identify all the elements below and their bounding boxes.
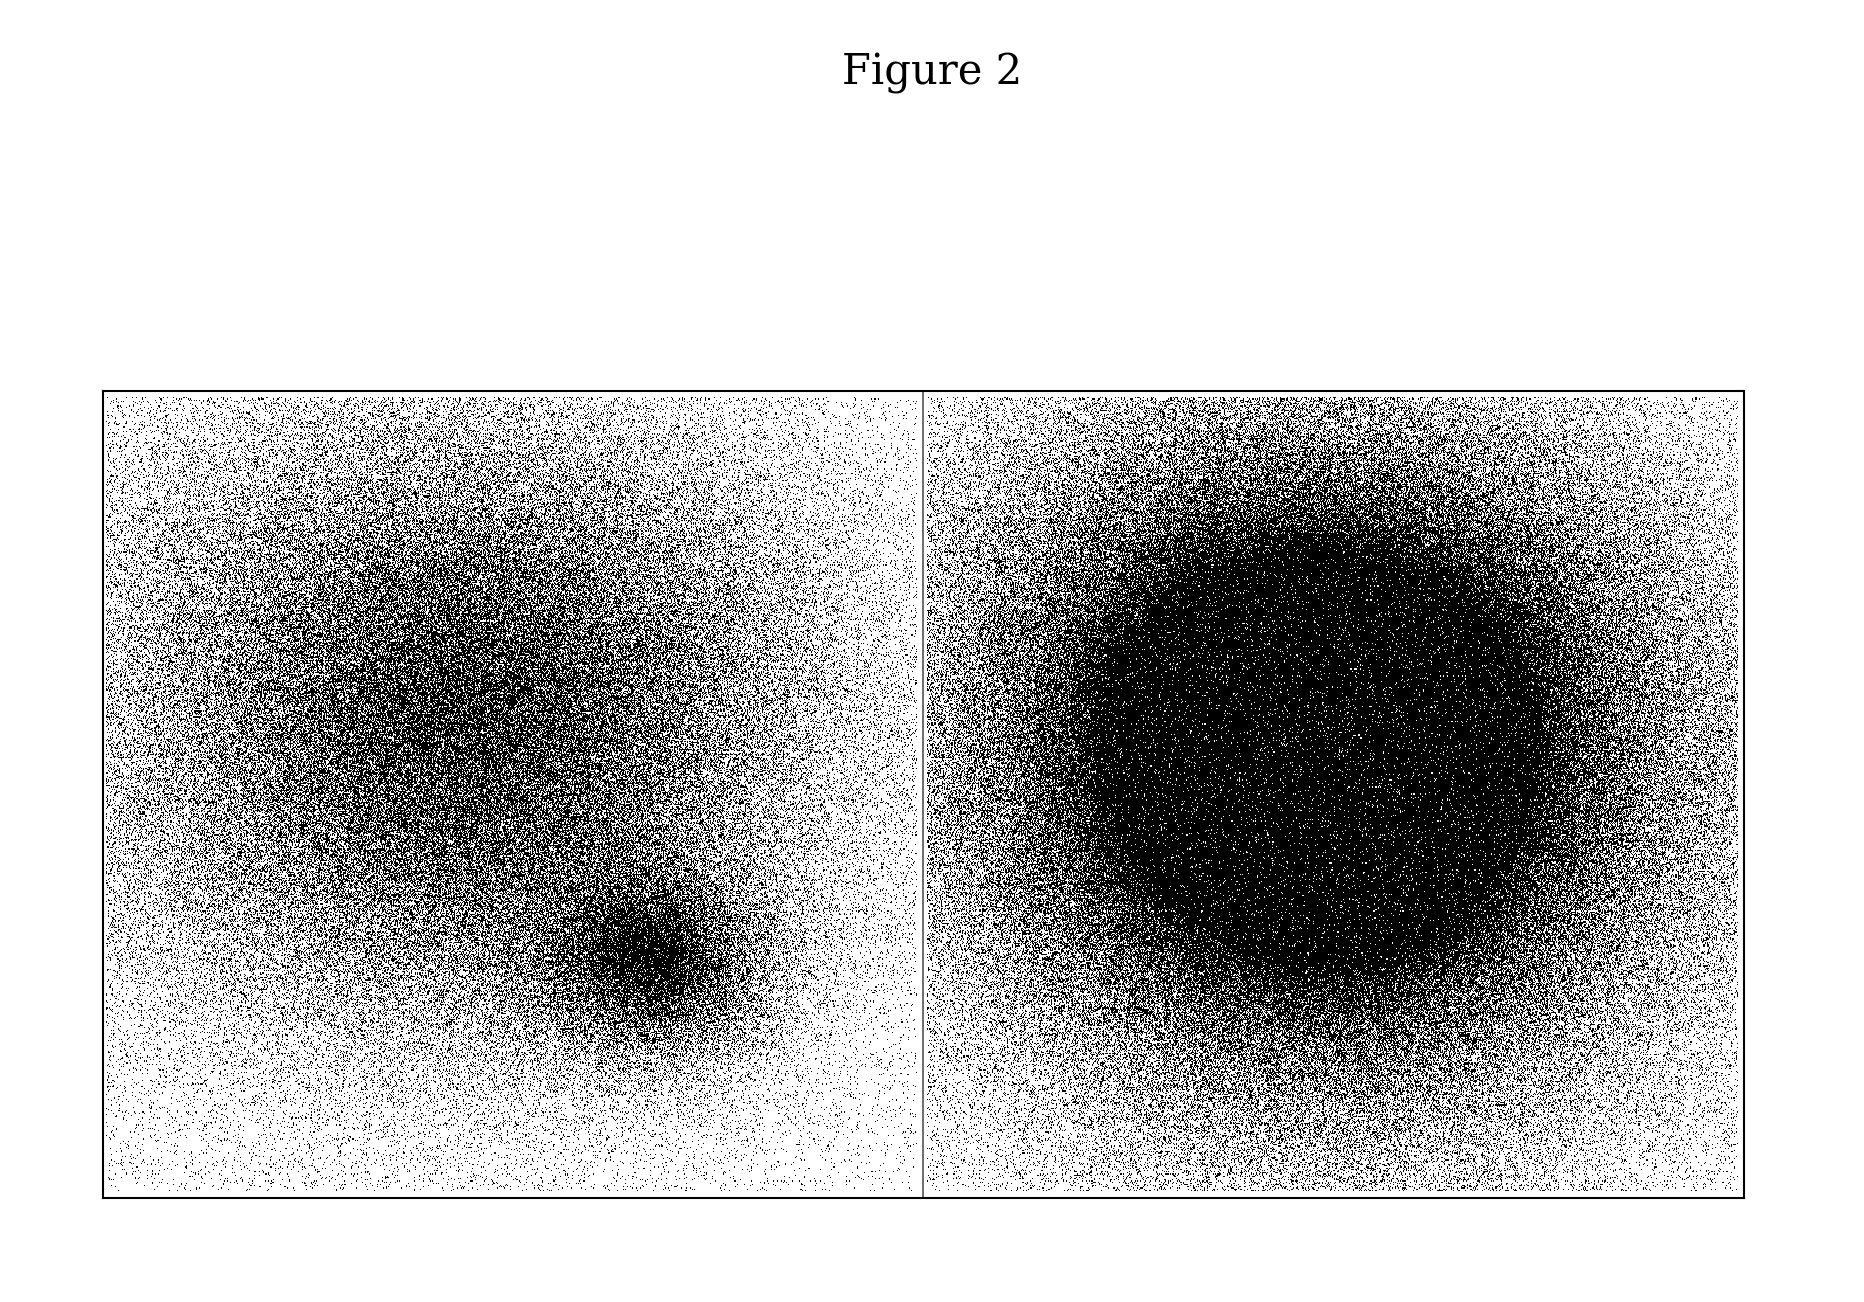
Text: 2A): 2A) — [144, 1143, 183, 1165]
Text: Figure 2: Figure 2 — [843, 52, 1021, 94]
Text: 2B) = 4 x 2A): 2B) = 4 x 2A) — [964, 1143, 1115, 1165]
